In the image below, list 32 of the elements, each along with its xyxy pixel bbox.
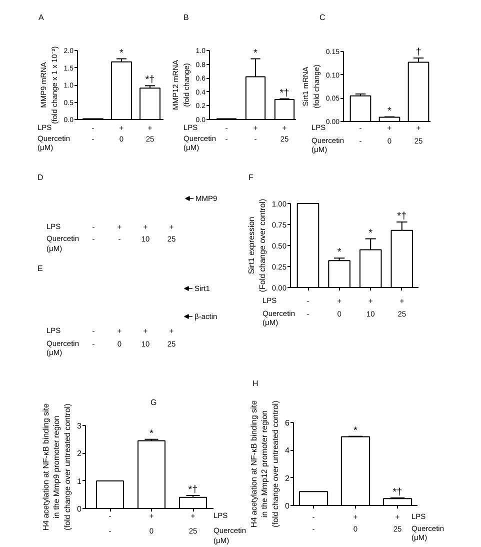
text: E [38,264,43,273]
annotation: * [150,428,154,440]
annotation: † [416,47,422,58]
chart-title: H [252,379,258,388]
y-tick-label: 0 [285,502,290,510]
y-tick-label: 4 [285,446,290,456]
y-tick-label: 1 [77,476,82,486]
annotation: *† [188,484,198,496]
chart-title: A [38,13,44,22]
y-tick-label: 2 [285,474,290,483]
annotation: * [120,48,124,59]
annotation: *† [145,74,155,86]
annotation: * [368,228,373,239]
chart-title: C [320,13,326,22]
annotation: * [337,247,342,258]
text: D [38,173,44,182]
annotation: *† [397,210,407,222]
annotation: * [254,48,258,59]
annotation: * [354,425,358,436]
y-axis-title: H4 acetylation at NF-κB binding site in the Mmp12 promoter region (fold change over untreated control) [249,400,280,528]
y-tick-label: 0 [77,504,82,514]
chart-title: B [184,13,189,22]
annotation: * [388,106,392,117]
y-tick-label: 2 [77,449,82,458]
y-axis-title: Sirt1 expression (Fold change over control) [247,198,267,292]
chart-title: F [248,173,254,182]
y-axis-title: H4 acetylation at NF-κB binding site in the Mmp9 promoter region (fold change over untreated control) [41,402,72,531]
annotation: *† [392,486,402,498]
chart-title: G [150,398,157,407]
annotation: *† [280,88,290,99]
y-tick-label: 6 [285,418,290,428]
y-tick-label: 3 [77,422,82,430]
